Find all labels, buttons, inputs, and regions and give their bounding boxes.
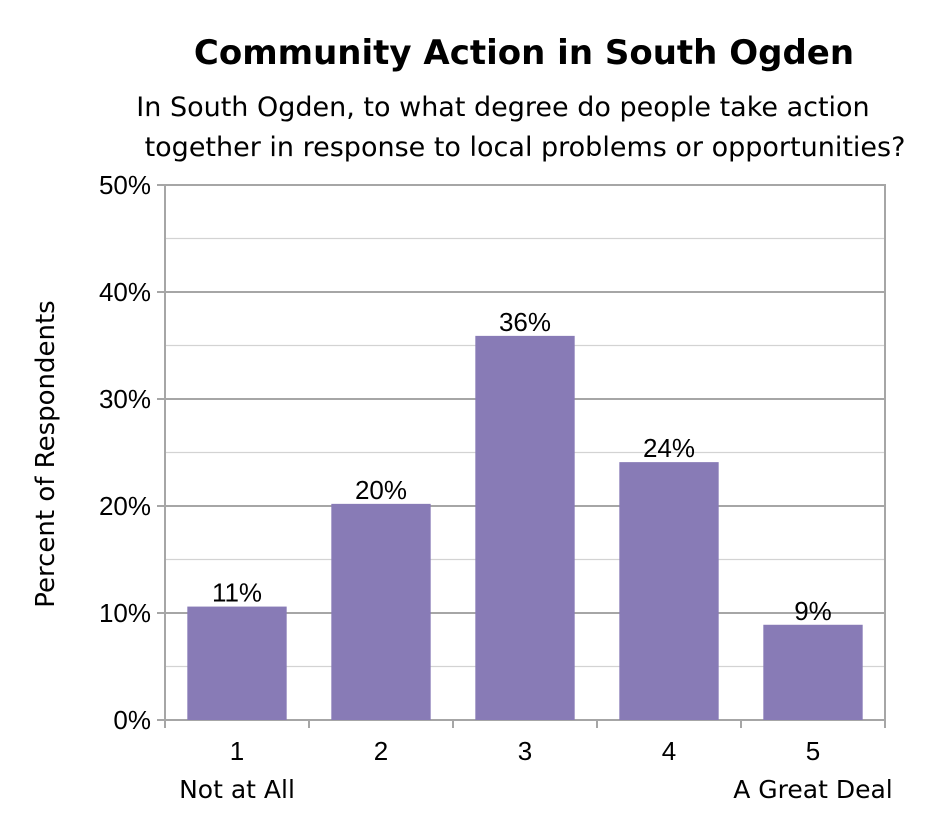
bar xyxy=(331,503,431,720)
category-label: 2 xyxy=(374,736,388,766)
y-axis: 0% 10% 20% 30% 40% 50% xyxy=(99,170,165,735)
category-label: 5 xyxy=(806,736,820,766)
chart-title: Community Action in South Ogden xyxy=(194,33,854,73)
chart-subtitle-line-2: together in response to local problems o… xyxy=(145,132,906,163)
category-sublabel: Not at All xyxy=(179,775,295,804)
bar xyxy=(619,462,719,720)
data-label: 24% xyxy=(643,433,695,463)
chart-subtitle-line-1: In South Ogden, to what degree do people… xyxy=(136,92,869,123)
category-label: 4 xyxy=(662,736,676,766)
y-tick-label: 50% xyxy=(99,170,151,200)
data-label: 36% xyxy=(499,307,551,337)
data-label: 20% xyxy=(355,475,407,505)
data-label: 11% xyxy=(212,578,262,608)
bar xyxy=(475,335,575,720)
category-label: 3 xyxy=(518,736,532,766)
category-sublabel: A Great Deal xyxy=(733,775,893,804)
y-tick-label: 40% xyxy=(99,277,151,307)
y-tick-label: 0% xyxy=(113,705,151,735)
category-label: 1 xyxy=(230,736,244,766)
x-axis: 1 Not at All 2 3 4 5 A Great Deal xyxy=(164,720,893,804)
y-tick-label: 20% xyxy=(99,491,151,521)
y-tick-label: 10% xyxy=(99,598,151,628)
y-tick-label: 30% xyxy=(99,384,151,414)
y-axis-title: Percent of Respondents xyxy=(31,300,61,607)
bars xyxy=(187,335,863,720)
bar xyxy=(763,624,863,720)
data-label: 9% xyxy=(794,596,832,626)
data-labels: 11% 20% 36% 24% 9% xyxy=(212,307,832,626)
bar xyxy=(187,606,287,720)
